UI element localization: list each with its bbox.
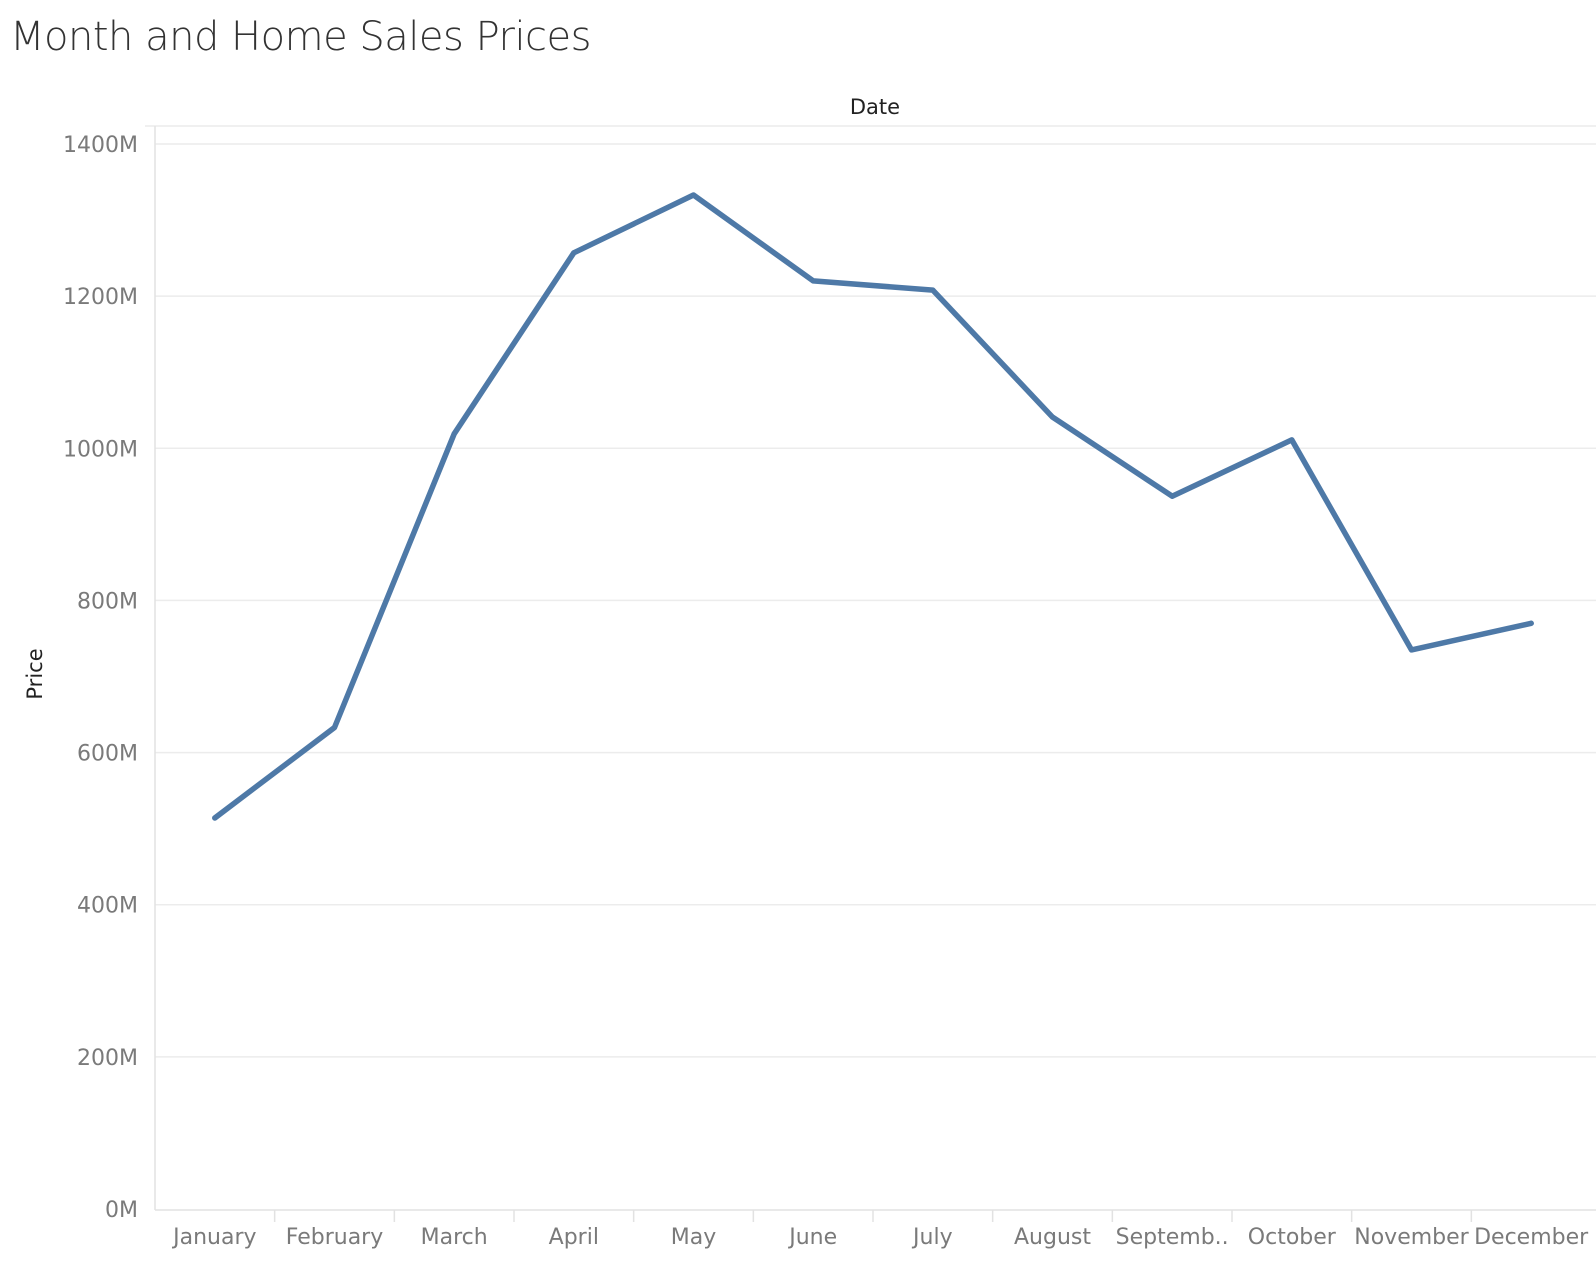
series-layer bbox=[212, 192, 1534, 821]
y-tick-label: 1000M bbox=[63, 437, 138, 462]
gridlines bbox=[155, 143, 1596, 1058]
y-tick-label: 200M bbox=[77, 1046, 138, 1071]
x-tick-label: August bbox=[1014, 1225, 1091, 1250]
x-tick-label: June bbox=[787, 1225, 837, 1250]
x-tick-label: April bbox=[549, 1225, 599, 1250]
data-point[interactable] bbox=[810, 278, 816, 284]
x-tick-label: May bbox=[671, 1225, 716, 1250]
x-tick-label: March bbox=[421, 1225, 488, 1250]
data-point[interactable] bbox=[451, 431, 457, 437]
data-point[interactable] bbox=[930, 287, 936, 293]
y-tick-label: 1400M bbox=[63, 133, 138, 158]
x-tick-label: November bbox=[1354, 1225, 1469, 1250]
data-point[interactable] bbox=[1528, 620, 1534, 626]
data-point[interactable] bbox=[1409, 647, 1414, 653]
x-tick-label: February bbox=[286, 1225, 384, 1250]
data-point[interactable] bbox=[1169, 493, 1175, 499]
y-tick-label: 800M bbox=[77, 589, 138, 614]
y-tick-label: 600M bbox=[77, 742, 138, 767]
data-point[interactable] bbox=[212, 815, 218, 821]
axes bbox=[145, 125, 1596, 1211]
data-point[interactable] bbox=[1289, 437, 1295, 443]
x-tick-label: January bbox=[171, 1225, 256, 1250]
x-tick-label: Septemb.. bbox=[1116, 1225, 1229, 1250]
y-axis-title: Price bbox=[23, 648, 47, 699]
y-tick-label: 1200M bbox=[63, 285, 138, 310]
chart-title: Month and Home Sales Prices bbox=[10, 14, 592, 60]
data-point[interactable] bbox=[332, 724, 337, 730]
x-axis-ticks: January February March April May June July Augu… bbox=[171, 1210, 1589, 1250]
y-axis-ticks: 0M 200M 400M 600M 800M 1000M 1200M 1400M bbox=[63, 133, 138, 1223]
x-tick-label: December bbox=[1474, 1225, 1589, 1250]
x-axis-title: Date bbox=[850, 95, 900, 119]
data-point[interactable] bbox=[1050, 414, 1055, 420]
series-line bbox=[212, 192, 1534, 821]
x-tick-label: October bbox=[1248, 1225, 1337, 1250]
data-point[interactable] bbox=[691, 192, 696, 198]
data-point[interactable] bbox=[571, 250, 577, 256]
x-tick-label: July bbox=[911, 1225, 953, 1250]
y-tick-label: 400M bbox=[77, 894, 138, 919]
y-tick-label: 0M bbox=[105, 1198, 138, 1223]
